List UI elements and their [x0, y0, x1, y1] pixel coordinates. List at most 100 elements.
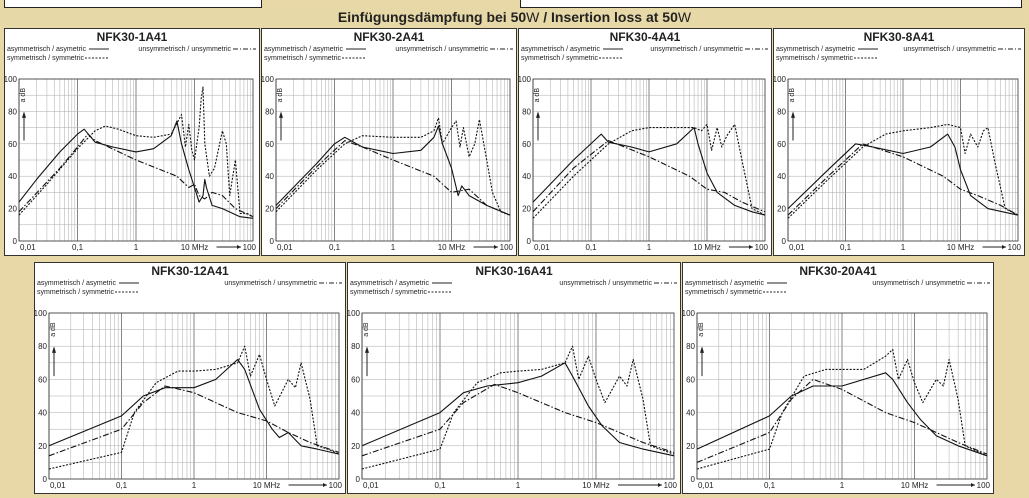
- legend-label-unsym: unsymmetrisch / unsymmetric: [903, 46, 996, 53]
- chart-title: NFK30-2A41: [354, 30, 425, 44]
- series-line-dashed: [361, 383, 675, 457]
- arrow-head: [791, 111, 795, 118]
- chart-svg: NFK30-16A41 asymmetrisch / asymetric unsym…: [348, 264, 678, 490]
- y-tick-label: 60: [686, 375, 695, 384]
- y-tick-label: 60: [777, 140, 786, 149]
- y-tick-label: 80: [38, 342, 47, 351]
- series-line-solid: [48, 358, 340, 455]
- y-tick-label: 80: [351, 342, 360, 351]
- chart-title: NFK30-1A41: [97, 30, 168, 44]
- arrow-head: [237, 245, 241, 249]
- x-tick-label: 0,01: [277, 243, 293, 252]
- x-tick-label: 1: [840, 481, 845, 490]
- y-tick-label: 20: [265, 205, 274, 214]
- legend-label-asym: asymmetrisch / asymetric: [7, 46, 86, 53]
- arrow-head: [22, 111, 26, 118]
- y-tick-label: 40: [8, 172, 17, 181]
- x-tick-label: 0,1: [329, 243, 341, 252]
- series-line-solid: [275, 125, 511, 216]
- x-tick-label: 10 MHz: [947, 243, 975, 252]
- chart-panel: NFK30-1A41 asymmetrisch / asymetric unsymm…: [4, 28, 260, 256]
- y-tick-label: 40: [265, 172, 274, 181]
- series-line-dashed: [18, 133, 254, 218]
- y-tick-label: 80: [777, 107, 786, 116]
- chart-panel: NFK30-16A41 asymmetrisch / asymetric unsym…: [347, 262, 681, 494]
- x-tick-label: 100: [755, 243, 769, 252]
- series-line-dotted: [532, 123, 766, 219]
- y-tick-label: 20: [777, 205, 786, 214]
- arrow-head: [1002, 245, 1006, 249]
- x-tick-label: 100: [1008, 243, 1022, 252]
- y-tick-label: 40: [777, 172, 786, 181]
- chart-svg: NFK30-4A41 asymmetrisch / asymetric unsymm…: [519, 30, 769, 252]
- y-tick-label: 60: [522, 140, 531, 149]
- y-tick-label: 20: [351, 442, 360, 451]
- y-tick-label: 60: [38, 375, 47, 384]
- y-tick-label: 100: [683, 309, 696, 318]
- chart-svg: NFK30-2A41 asymmetrisch / asymetric unsymm…: [262, 30, 514, 252]
- y-tick-label: 60: [351, 375, 360, 384]
- series-line-solid: [532, 127, 766, 216]
- y-tick-label: 20: [522, 205, 531, 214]
- x-tick-label: 100: [500, 243, 514, 252]
- y-tick-label: 80: [265, 107, 274, 116]
- arrow-head: [658, 483, 662, 487]
- series-line-solid: [361, 362, 675, 457]
- x-tick-label: 100: [977, 481, 991, 490]
- legend-label-unsym: unsymmetrisch / unsymmetric: [650, 46, 743, 53]
- main-title: Einfügungsdämpfung bei 50W / Insertion l…: [4, 8, 1025, 27]
- y-tick-label: 40: [522, 172, 531, 181]
- chart-title: NFK30-20A41: [799, 264, 877, 278]
- y-tick-label: 80: [522, 107, 531, 116]
- series-line-dotted: [18, 86, 254, 218]
- y-tick-label: 0: [691, 475, 696, 484]
- y-tick-label: 0: [13, 237, 18, 246]
- legend-label-asym: asymmetrisch / asymetric: [685, 280, 764, 287]
- y-tick-label: 40: [351, 409, 360, 418]
- legend-label-sym: symmetrisch / symmetric: [776, 55, 854, 62]
- y-axis-label: a dB: [363, 322, 370, 337]
- x-tick-label: 1: [192, 481, 197, 490]
- x-tick-label: 0,1: [840, 243, 852, 252]
- arrow-head: [700, 346, 704, 353]
- legend-label-asym: asymmetrisch / asymetric: [350, 280, 429, 287]
- legend-label-sym: symmetrisch / symmetric: [521, 55, 599, 62]
- plot-frame: [18, 78, 254, 242]
- x-tick-label: 0,01: [534, 243, 550, 252]
- chart-panel: NFK30-20A41 asymmetrisch / asymetric unsym…: [682, 262, 994, 494]
- series-line-solid: [696, 372, 988, 457]
- legend-label-sym: symmetrisch / symmetric: [685, 289, 763, 296]
- y-tick-label: 60: [265, 140, 274, 149]
- y-tick-label: 100: [35, 309, 48, 318]
- y-axis-label: a dB: [20, 88, 27, 103]
- arrow-head: [279, 111, 283, 118]
- chart-title: NFK30-4A41: [610, 30, 681, 44]
- legend-label-asym: asymmetrisch / asymetric: [776, 46, 855, 53]
- y-tick-label: 0: [782, 237, 787, 246]
- chart-svg: NFK30-12A41 asymmetrisch / asymetric unsym…: [35, 264, 343, 490]
- x-tick-label: 0,01: [789, 243, 805, 252]
- x-tick-label: 100: [664, 481, 678, 490]
- x-tick-label: 1: [516, 481, 521, 490]
- series-line-solid: [787, 133, 1019, 216]
- legend-label-unsym: unsymmetrisch / unsymmetric: [224, 280, 317, 287]
- y-axis-label: a dB: [277, 88, 284, 103]
- arrow-head: [971, 483, 975, 487]
- title-part: Einfügungsdämpfung bei: [337, 9, 511, 25]
- series-line-dashed: [275, 140, 511, 216]
- arrow-head: [52, 346, 56, 353]
- title-part: /: [539, 9, 552, 25]
- y-tick-label: 0: [270, 237, 275, 246]
- chart-svg: NFK30-20A41 asymmetrisch / asymetric unsym…: [683, 264, 991, 490]
- x-tick-label: 0,01: [50, 481, 66, 490]
- y-tick-label: 60: [8, 140, 17, 149]
- y-axis-label: a dB: [698, 322, 705, 337]
- x-tick-label: 100: [329, 481, 343, 490]
- series-line-solid: [18, 120, 254, 219]
- x-tick-label: 0,1: [764, 481, 776, 490]
- x-tick-label: 10 MHz: [438, 243, 466, 252]
- y-tick-label: 80: [8, 107, 17, 116]
- chart-panel: NFK30-2A41 asymmetrisch / asymetric unsymm…: [261, 28, 517, 256]
- y-tick-label: 20: [686, 442, 695, 451]
- y-tick-label: 40: [686, 409, 695, 418]
